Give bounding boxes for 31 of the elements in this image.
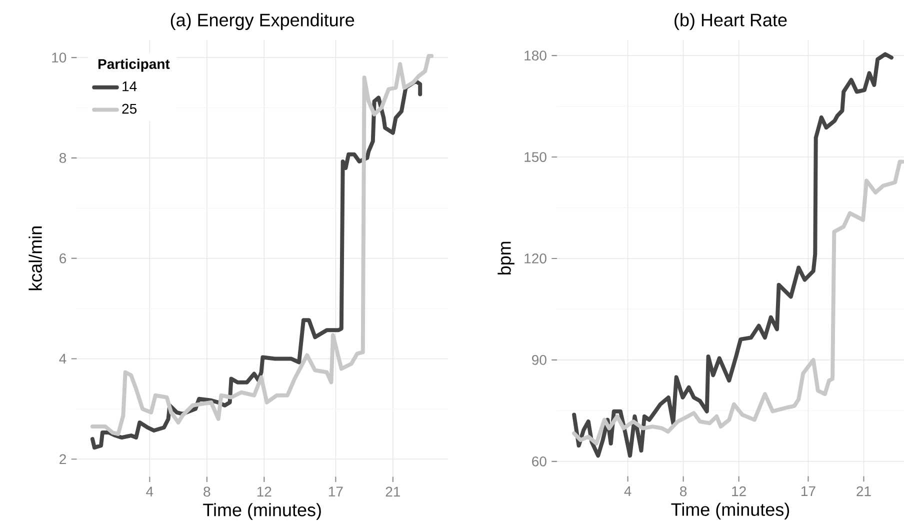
y-axis-title: bpm	[498, 242, 514, 274]
y-tick-label: 60	[532, 456, 546, 466]
y-tick-label: 2	[60, 454, 66, 464]
legend-label: 25	[122, 104, 137, 114]
y-tick-label: 180	[524, 50, 546, 61]
chart-title: (a) Energy Expenditure	[170, 13, 354, 30]
x-axis-title: Time (minutes)	[671, 502, 790, 520]
x-tick-label: 8	[680, 486, 687, 496]
x-tick-label: 21	[386, 486, 400, 497]
y-tick-label: 120	[524, 254, 546, 264]
y-tick-label: 90	[532, 354, 546, 365]
x-tick-label: 12	[732, 486, 746, 496]
y-tick-label: 6	[60, 253, 66, 264]
y-tick-label: 8	[59, 153, 66, 163]
line-series	[572, 160, 904, 446]
x-tick-label: 4	[624, 486, 632, 496]
x-tick-label: 17	[802, 486, 816, 496]
legend-label: 14	[122, 82, 137, 92]
x-tick-label: 12	[257, 486, 272, 497]
x-tick-label: 17	[328, 486, 343, 496]
y-tick-label: 4	[59, 354, 66, 364]
y-tick-label: 150	[524, 152, 546, 162]
x-tick-label: 21	[856, 486, 871, 496]
x-tick-label: 4	[146, 486, 154, 496]
x-tick-label: 8	[204, 486, 210, 497]
y-tick-label: 10	[52, 52, 66, 63]
legend-title: Participant	[98, 58, 170, 72]
y-axis-title: kcal/min	[28, 226, 42, 290]
chart-title: (b) Heart Rate	[674, 13, 787, 30]
line-series	[572, 52, 894, 458]
x-axis-title: Time (minutes)	[203, 503, 321, 520]
